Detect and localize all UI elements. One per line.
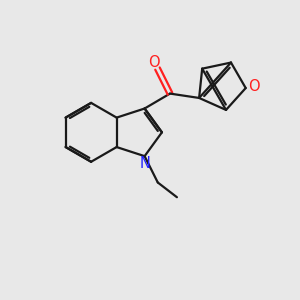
Text: N: N	[139, 156, 150, 171]
Text: O: O	[248, 79, 260, 94]
Text: O: O	[148, 55, 160, 70]
